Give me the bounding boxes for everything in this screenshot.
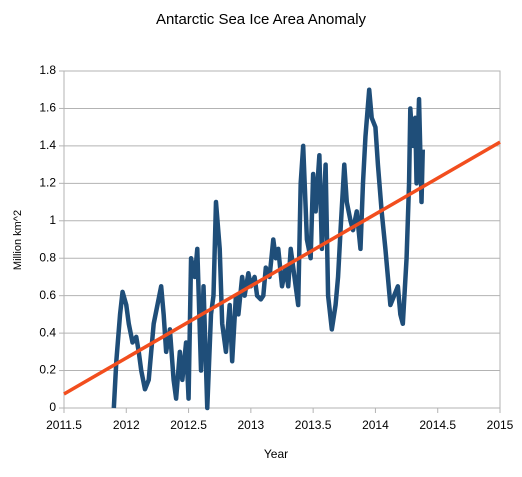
y-tick-label: 0.6 (39, 288, 56, 302)
plot-border (63, 70, 501, 409)
x-tick-label: 2015 (487, 418, 514, 432)
y-tick-label: 1.2 (39, 176, 56, 190)
y-axis-label: Million km^2 (12, 210, 24, 270)
x-axis-label: Year (264, 447, 288, 461)
y-tick-label: 0 (49, 400, 56, 414)
data-line (111, 87, 426, 411)
y-tick-label: 0.2 (39, 363, 56, 377)
y-tick-label: 1.4 (39, 138, 56, 152)
x-tick-label: 2011.5 (46, 418, 82, 432)
y-tick-label: 1.6 (39, 101, 56, 115)
y-tick-label: 0.4 (39, 325, 56, 339)
x-tick-label: 2012 (113, 418, 140, 432)
x-tick-label: 2012.5 (170, 418, 207, 432)
x-tick-label: 2014.5 (419, 418, 456, 432)
data-line (63, 140, 501, 396)
y-tick-label: 1.8 (39, 63, 56, 77)
y-tick-label: 0.8 (39, 250, 56, 264)
x-tick-label: 2013 (238, 418, 265, 432)
x-tick-label: 2014 (362, 418, 389, 432)
y-tick-label: 1 (49, 213, 56, 227)
x-tick-label: 2013.5 (295, 418, 332, 432)
chart-title: Antarctic Sea Ice Area Anomaly (156, 11, 367, 28)
